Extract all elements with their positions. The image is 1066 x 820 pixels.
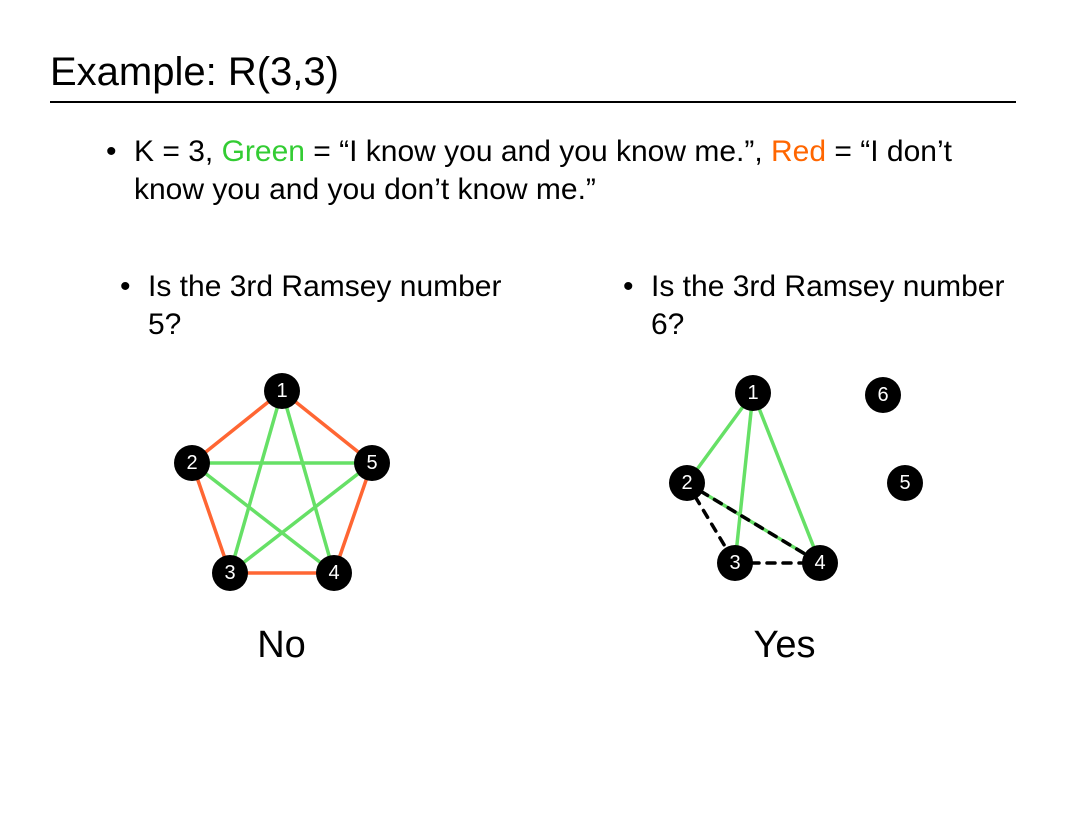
graph-node-label: 3 <box>224 562 235 584</box>
right-graph-wrap: 1 2 3 4 5 6 <box>553 363 1016 608</box>
edges-group <box>687 393 820 563</box>
graph-edge <box>192 463 334 573</box>
graph-node-label: 3 <box>729 552 740 574</box>
graph-node-label: 4 <box>814 552 825 574</box>
graph-node-label: 4 <box>328 562 339 584</box>
graph-edge <box>735 393 753 563</box>
graph-node-label: 2 <box>186 452 197 474</box>
pentagon-graph: 1 2 3 4 5 <box>152 363 412 603</box>
slide-title: Example: R(3,3) <box>50 50 1016 103</box>
bullet-text-mid1: = “I know you and you know me.”, <box>305 135 771 168</box>
left-answer: No <box>50 624 513 667</box>
graph-edge <box>230 463 372 573</box>
edges-group <box>192 391 372 573</box>
hexagon-graph: 1 2 3 4 5 6 <box>625 363 945 603</box>
left-question: Is the 3rd Ramsey number 5? <box>120 268 513 343</box>
bullet-text-prefix: K = 3, <box>134 135 222 168</box>
two-column-layout: Is the 3rd Ramsey number 5? 1 2 3 4 5 No Is … <box>50 268 1016 667</box>
graph-edge <box>230 391 282 573</box>
slide: Example: R(3,3) K = 3, Green = “I know y… <box>0 0 1066 820</box>
graph-node-label: 5 <box>366 452 377 474</box>
left-graph-wrap: 1 2 3 4 5 <box>50 363 513 608</box>
red-word: Red <box>771 135 826 168</box>
right-question: Is the 3rd Ramsey number 6? <box>623 268 1016 343</box>
graph-node-label: 5 <box>899 472 910 494</box>
green-word: Green <box>222 135 305 168</box>
graph-node-label: 6 <box>877 384 888 406</box>
graph-node-label: 1 <box>747 382 758 404</box>
graph-edge <box>282 391 334 573</box>
graph-edge <box>753 393 820 563</box>
nodes-group: 1 2 3 4 5 <box>174 373 390 591</box>
right-column: Is the 3rd Ramsey number 6? 1 2 3 4 5 6 Yes <box>553 268 1016 667</box>
main-bullet: K = 3, Green = “I know you and you know … <box>106 133 1016 208</box>
graph-node-label: 1 <box>276 380 287 402</box>
graph-node-label: 2 <box>681 472 692 494</box>
left-column: Is the 3rd Ramsey number 5? 1 2 3 4 5 No <box>50 268 513 667</box>
right-answer: Yes <box>553 624 1016 667</box>
